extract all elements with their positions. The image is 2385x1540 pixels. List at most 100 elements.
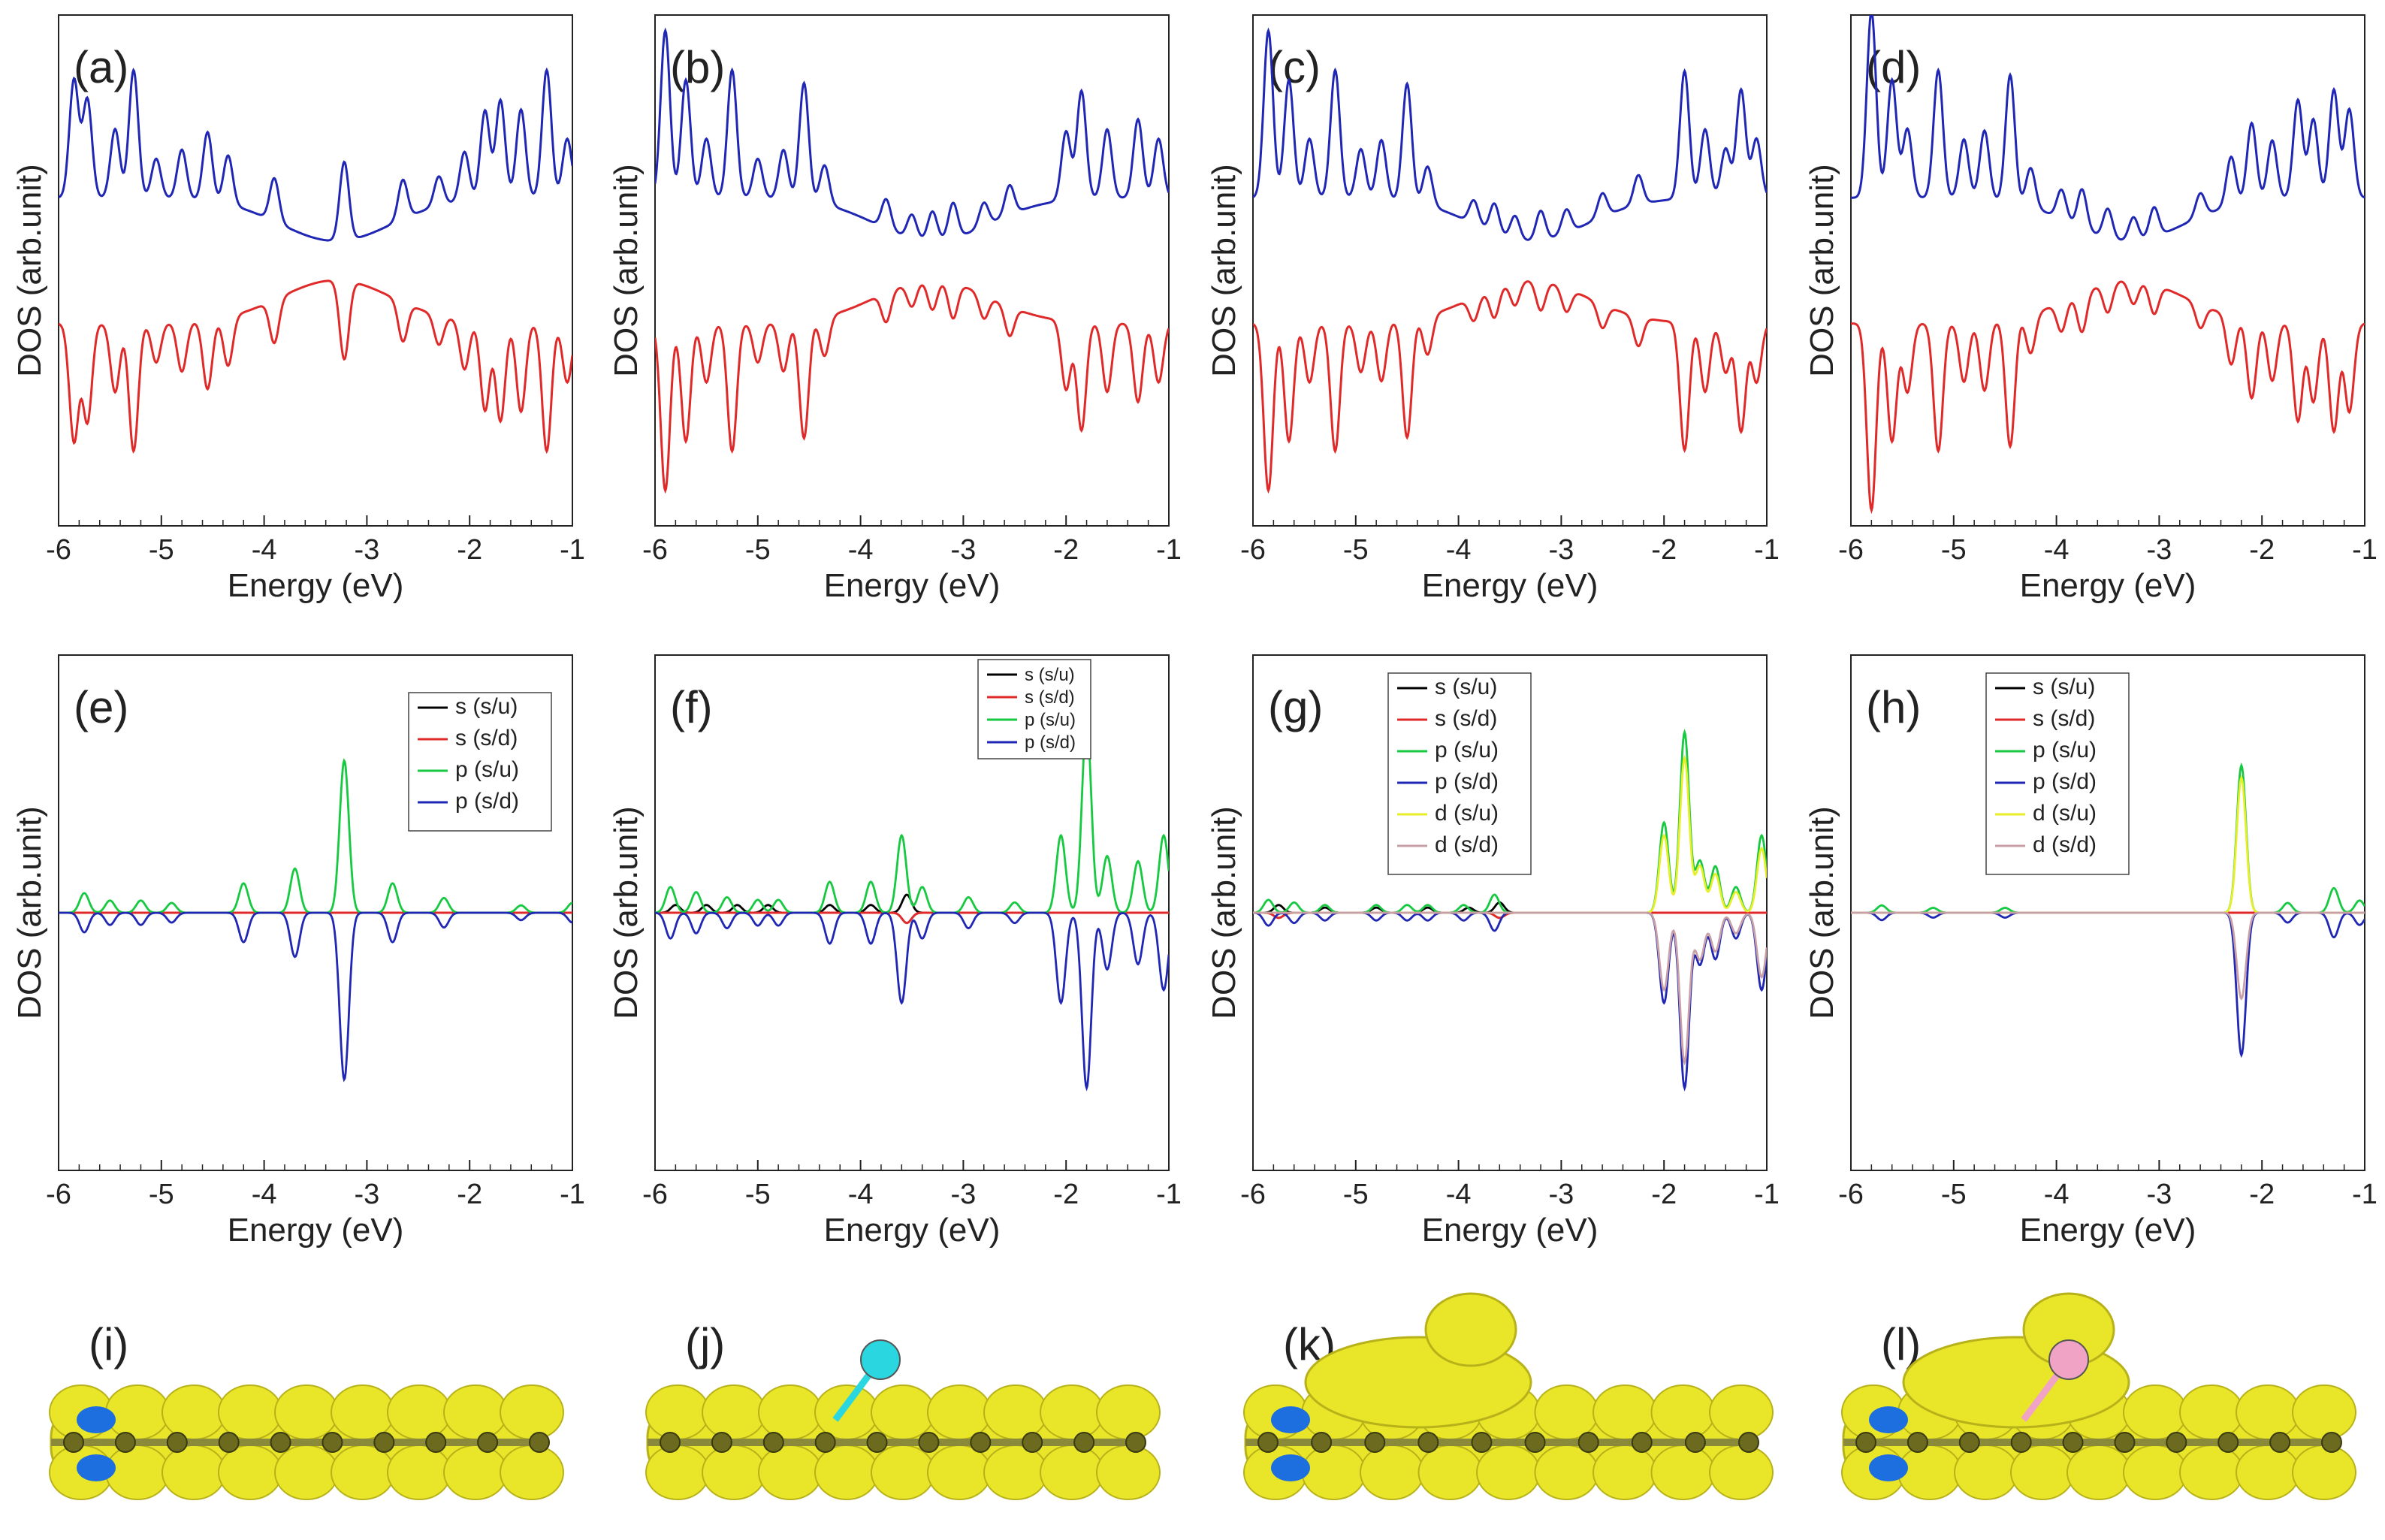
legend-box — [1985, 672, 2130, 875]
legend: s (s/u) s (s/d) p (s/u) p (s/d) d (s/u) d (s/… — [1387, 672, 1532, 875]
carbon-atom — [1073, 1432, 1095, 1453]
plot-frame — [58, 14, 573, 527]
isosurface-lobe — [1424, 1292, 1517, 1367]
legend-label: s (s/d) — [2033, 706, 2095, 731]
dos-panel: -6 -5 -4 -3 -2 -1 Energy (eV) DOS (arb.unit) (g)… — [1206, 654, 1780, 1249]
carbon-atom — [660, 1432, 681, 1453]
isosurface-lobe — [1476, 1445, 1541, 1500]
isosurface-lobe — [1897, 1445, 1962, 1500]
carbon-atom — [2217, 1432, 2239, 1453]
y-axis-title: DOS (arb.unit) — [1206, 164, 1242, 377]
legend-box — [408, 692, 552, 832]
y-axis-title: DOS (arb.unit) — [11, 806, 48, 1019]
series-line-spin-down — [655, 284, 1169, 494]
y-axis-title: DOS (arb.unit) — [608, 806, 645, 1019]
carbon-atom — [711, 1432, 732, 1453]
isosurface-lobe — [1954, 1445, 2018, 1500]
carbon-atom — [918, 1432, 940, 1453]
negative-lobe — [1869, 1454, 1908, 1481]
series-group — [1253, 27, 1767, 494]
series-line-spin-down — [59, 279, 572, 454]
carbon-atom — [970, 1432, 992, 1453]
x-tick-label: -4 — [2044, 534, 2070, 566]
carbon-atom — [1631, 1432, 1653, 1453]
x-tick-label: -5 — [1941, 534, 1967, 566]
isosurface-lobe — [2066, 1445, 2131, 1500]
carbon-atom — [218, 1432, 240, 1453]
isosurface-lobe — [105, 1384, 170, 1440]
x-tick-label: -1 — [1754, 1179, 1780, 1210]
x-tick-label: -6 — [46, 1179, 71, 1210]
x-tick-label: -1 — [560, 534, 585, 566]
legend-label: d (s/d) — [2033, 832, 2097, 857]
isosurface-lobe — [1593, 1445, 1657, 1500]
legend-label: p (s/u) — [1025, 710, 1076, 730]
isosurface-lobe — [645, 1384, 710, 1440]
isosurface-lobe — [1096, 1445, 1161, 1500]
isosurface-lobe — [2123, 1445, 2187, 1500]
y-axis-title: DOS (arb.unit) — [1804, 806, 1840, 1019]
isosurface-lobe — [1096, 1384, 1161, 1440]
negative-lobe — [77, 1406, 116, 1433]
x-tick-label: -2 — [1651, 1179, 1677, 1210]
isosurface-lobe — [645, 1445, 710, 1500]
x-tick-label: -1 — [560, 1179, 585, 1210]
isosurface-lobe — [2179, 1445, 2244, 1500]
legend-label: s (s/u) — [2033, 675, 2095, 699]
carbon-atom — [1524, 1432, 1546, 1453]
plot-frame — [1252, 14, 1768, 527]
isosurface-lobe — [758, 1445, 823, 1500]
legend-label: p (s/d) — [2033, 769, 2097, 794]
dos-panel: -6 -5 -4 -3 -2 -1 Energy (eV) DOS (arb.unit) (b) — [608, 14, 1182, 604]
isosurface-lobe — [927, 1445, 992, 1500]
isosurface-lobe — [500, 1445, 564, 1500]
legend-label: d (s/u) — [1435, 801, 1499, 826]
dos-panel: -6 -5 -4 -3 -2 -1 Energy (eV) DOS (arb.unit) (h)… — [1804, 654, 2377, 1249]
x-axis-title: Energy (eV) — [1422, 1212, 1599, 1249]
x-tick-label: -2 — [2249, 534, 2275, 566]
y-axis-title: DOS (arb.unit) — [608, 164, 645, 377]
x-tick-label: -2 — [1651, 534, 1677, 566]
carbon-atom — [166, 1432, 188, 1453]
isosurface-lobe — [1650, 1445, 1716, 1500]
isosurface-lobe — [2179, 1384, 2244, 1440]
carbon-atom — [1684, 1432, 1706, 1453]
x-tick-label: -3 — [951, 534, 977, 566]
isosurface-lobe — [1709, 1445, 1774, 1500]
legend-label: s (s/d) — [455, 726, 518, 750]
carbon-atom — [2114, 1432, 2136, 1453]
x-tick-label: -4 — [252, 1179, 277, 1210]
isosurface-lobe — [2010, 1445, 2075, 1500]
x-tick-label: -1 — [1156, 1179, 1182, 1210]
series-group — [1851, 15, 2365, 515]
carbon-atom — [425, 1432, 447, 1453]
isosurface-lobe — [871, 1384, 935, 1440]
carbon-atom — [1417, 1432, 1439, 1453]
isosurface-lobe — [2236, 1445, 2300, 1500]
panel-label: (i) — [89, 1319, 128, 1369]
plot-frame — [1850, 14, 2365, 527]
x-tick-label: -3 — [2147, 534, 2172, 566]
isosurface-lobe — [814, 1384, 879, 1440]
x-tick-label: -4 — [1446, 1179, 1472, 1210]
legend-label: p (s/u) — [1435, 738, 1499, 762]
isosurface-lobe — [2292, 1445, 2356, 1500]
panel-label: (h) — [1866, 682, 1921, 732]
isosurface-lobe — [162, 1384, 226, 1440]
series-group — [655, 715, 1169, 1092]
legend-label: p (s/d) — [1435, 769, 1499, 794]
x-axis-title: Energy (eV) — [2020, 1212, 2196, 1249]
isosurface-lobe — [1534, 1384, 1599, 1440]
legend: s (s/u) s (s/d) p (s/u) p (s/d) d (s/u) d (s/… — [1985, 672, 2130, 875]
series-line-spin-down — [1253, 280, 1767, 494]
x-tick-label: -4 — [2044, 1179, 2070, 1210]
dos-panel: -6 -5 -4 -3 -2 -1 Energy (eV) DOS (arb.unit) (c) — [1206, 14, 1780, 604]
series-line — [655, 911, 1169, 1092]
isosurface-lobe — [105, 1445, 170, 1500]
isosurface-lobe — [1650, 1384, 1716, 1440]
legend-label: d (s/d) — [1435, 832, 1499, 857]
y-axis-title: DOS (arb.unit) — [1206, 806, 1242, 1019]
legend-label: p (s/d) — [1025, 732, 1076, 753]
panel-label: (l) — [1881, 1319, 1921, 1369]
x-axis-title: Energy (eV) — [824, 567, 1001, 604]
